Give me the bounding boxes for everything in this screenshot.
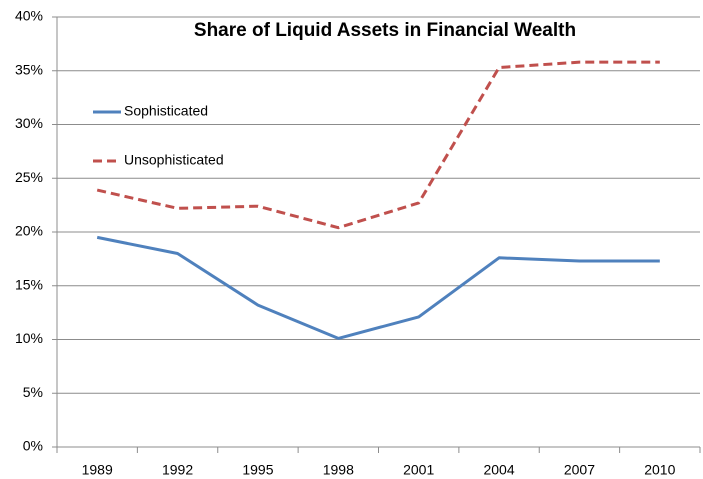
y-tick-label: 0% — [23, 438, 43, 454]
x-tick-label: 1989 — [82, 462, 113, 478]
chart-title: Share of Liquid Assets in Financial Weal… — [194, 20, 576, 41]
x-tick-label: 1998 — [323, 462, 354, 478]
y-tick-label: 30% — [15, 115, 43, 131]
x-tick-label: 2004 — [483, 462, 514, 478]
series-line — [96, 235, 660, 340]
x-tick-label: 2010 — [644, 462, 675, 478]
x-tick-label: 2007 — [564, 462, 595, 478]
x-tick-label: 1995 — [242, 462, 273, 478]
y-tick-label: 15% — [15, 276, 43, 292]
y-tick-label: 25% — [15, 169, 43, 185]
y-tick-label: 35% — [15, 61, 43, 77]
y-tick-label: 5% — [23, 384, 43, 400]
x-tick-label: 1992 — [162, 462, 193, 478]
legend-label: Sophisticated — [124, 103, 208, 119]
series-line — [96, 60, 660, 230]
y-tick-label: 10% — [15, 330, 43, 346]
legend-label: Unsophisticated — [124, 152, 224, 168]
y-tick-label: 20% — [15, 223, 43, 239]
x-tick-label: 2001 — [403, 462, 434, 478]
y-tick-label: 40% — [15, 8, 43, 24]
